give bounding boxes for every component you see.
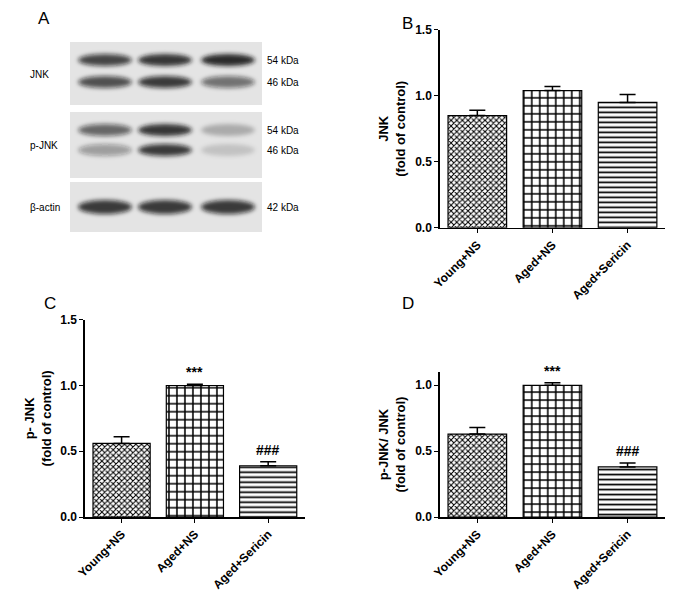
svg-text:0.0: 0.0 — [60, 510, 77, 524]
svg-text:A: A — [38, 9, 50, 28]
svg-text:1.0: 1.0 — [415, 89, 432, 103]
svg-text:D: D — [402, 294, 414, 313]
svg-text:54 kDa: 54 kDa — [267, 125, 299, 136]
svg-text:C: C — [44, 294, 56, 313]
svg-text:0.5: 0.5 — [415, 155, 432, 169]
svg-text:p- JNK(fold of control): p- JNK(fold of control) — [22, 370, 54, 466]
svg-text:***: *** — [544, 363, 561, 379]
svg-text:p-JNK: p-JNK — [30, 140, 58, 151]
svg-text:Aged+Sericin: Aged+Sericin — [210, 527, 274, 591]
svg-text:1.5: 1.5 — [60, 313, 77, 327]
svg-text:β-actin: β-actin — [30, 202, 60, 213]
svg-text:0.5: 0.5 — [415, 444, 432, 458]
svg-text:0.0: 0.0 — [415, 221, 432, 235]
svg-text:B: B — [402, 14, 413, 33]
svg-text:0.0: 0.0 — [415, 510, 432, 524]
svg-text:54 kDa: 54 kDa — [267, 55, 299, 66]
svg-text:***: *** — [186, 364, 203, 380]
svg-text:JNK(fold of control): JNK(fold of control) — [376, 81, 408, 177]
svg-text:JNK: JNK — [30, 69, 49, 80]
svg-text:46 kDa: 46 kDa — [267, 77, 299, 88]
svg-text:0.5: 0.5 — [60, 444, 77, 458]
svg-text:1.0: 1.0 — [60, 379, 77, 393]
svg-text:Aged+Sericin: Aged+Sericin — [570, 238, 634, 302]
svg-text:Young+NS: Young+NS — [431, 527, 483, 579]
svg-text:Aged+NS: Aged+NS — [511, 527, 559, 575]
svg-text:Aged+Sericin: Aged+Sericin — [570, 527, 634, 591]
svg-text:Young+NS: Young+NS — [76, 527, 128, 579]
svg-text:1.0: 1.0 — [415, 378, 432, 392]
svg-text:p-JNK/ JNK(fold of control): p-JNK/ JNK(fold of control) — [376, 397, 408, 493]
svg-text:46 kDa: 46 kDa — [267, 145, 299, 156]
svg-text:Aged+NS: Aged+NS — [153, 527, 201, 575]
svg-text:1.5: 1.5 — [415, 23, 432, 37]
svg-text:###: ### — [616, 443, 640, 459]
svg-text:42 kDa: 42 kDa — [267, 202, 299, 213]
svg-text:Aged+NS: Aged+NS — [511, 238, 559, 286]
svg-text:Young+NS: Young+NS — [431, 238, 483, 290]
svg-text:###: ### — [256, 442, 280, 458]
